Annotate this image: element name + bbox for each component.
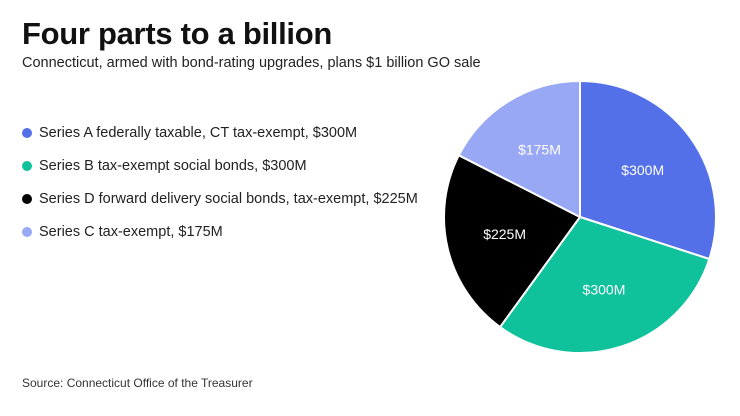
slice-label-series-d: $225M xyxy=(483,226,526,242)
legend-swatch-series-d xyxy=(22,194,32,204)
chart-subtitle: Connecticut, armed with bond-rating upgr… xyxy=(22,55,481,71)
legend-item-series-d: Series D forward delivery social bonds, … xyxy=(22,188,418,210)
legend-item-series-b: Series B tax-exempt social bonds, $300M xyxy=(22,155,418,177)
slice-label-series-c: $175M xyxy=(518,142,561,158)
slice-label-series-a: $300M xyxy=(621,162,664,178)
pie-slice-series-b xyxy=(498,215,711,354)
pie-slice-series-a xyxy=(579,79,717,261)
legend-item-series-c: Series C tax-exempt, $175M xyxy=(22,221,418,243)
pie-slice-series-d xyxy=(443,153,582,329)
legend-label-series-d: Series D forward delivery social bonds, … xyxy=(39,191,418,207)
legend-item-series-a: Series A federally taxable, CT tax-exemp… xyxy=(22,122,418,144)
slice-label-series-b: $300M xyxy=(583,281,626,297)
legend-swatch-series-a xyxy=(22,128,32,138)
legend-label-series-c: Series C tax-exempt, $175M xyxy=(39,224,223,240)
pie-slice-series-c xyxy=(457,79,581,219)
legend-swatch-series-b xyxy=(22,161,32,171)
source-note: Source: Connecticut Office of the Treasu… xyxy=(22,376,253,390)
legend-swatch-series-c xyxy=(22,227,32,237)
legend: Series A federally taxable, CT tax-exemp… xyxy=(22,122,418,254)
legend-label-series-a: Series A federally taxable, CT tax-exemp… xyxy=(39,125,358,141)
legend-label-series-b: Series B tax-exempt social bonds, $300M xyxy=(39,158,307,174)
chart-title: Four parts to a billion xyxy=(22,16,332,51)
